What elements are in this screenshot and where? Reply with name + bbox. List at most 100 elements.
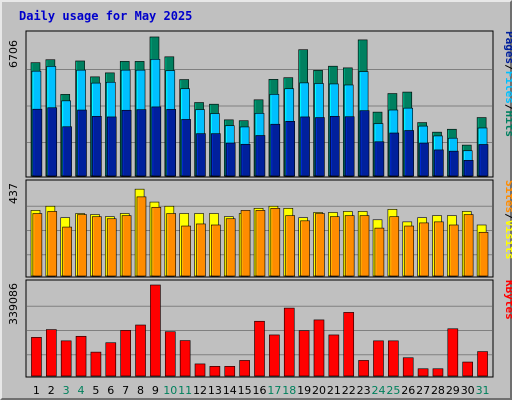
bar-pages-day-23	[359, 110, 370, 177]
bar-pages-day-19-fill	[300, 116, 310, 177]
bar-sites-day-2-fill	[47, 211, 58, 277]
bar-kbytes-day-24-fill	[373, 340, 384, 377]
bar-kbytes-day-13-fill	[209, 366, 221, 377]
bar-pages-day-1	[32, 108, 43, 177]
bar-sites-day-17-fill	[270, 208, 281, 277]
panel-top-series-labels: Pages/Files/Hits	[503, 31, 512, 137]
bar-pages-day-3	[62, 126, 72, 177]
day-label-29: 29	[446, 384, 460, 397]
bar-sites-day-10	[166, 213, 177, 277]
day-label-1: 1	[33, 384, 40, 397]
bar-kbytes-day-3	[60, 340, 72, 377]
bar-kbytes-day-31	[477, 351, 488, 377]
day-label-20: 20	[312, 384, 326, 397]
bar-pages-day-21-fill	[329, 115, 340, 177]
bar-kbytes-day-30	[462, 361, 473, 377]
bar-kbytes-day-31-fill	[477, 351, 488, 377]
bar-kbytes-day-6-fill	[105, 342, 117, 377]
bar-pages-day-15	[240, 143, 251, 177]
bar-pages-day-14-fill	[225, 142, 236, 177]
bar-kbytes-day-27	[417, 368, 429, 377]
bar-sites-day-27	[419, 222, 429, 277]
bar-pages-day-16-fill	[255, 135, 266, 177]
bar-kbytes-day-2-fill	[46, 329, 57, 377]
bar-kbytes-day-20-fill	[313, 319, 325, 377]
bar-sites-day-5	[92, 216, 102, 277]
day-label-22: 22	[342, 384, 356, 397]
bar-kbytes-day-9-fill	[150, 284, 161, 377]
day-label-7: 7	[122, 384, 129, 397]
bar-pages-day-10	[166, 109, 177, 177]
bar-pages-day-24-fill	[374, 141, 385, 177]
bar-kbytes-day-5	[90, 351, 102, 377]
day-label-6: 6	[107, 384, 114, 397]
day-label-27: 27	[416, 384, 430, 397]
bar-kbytes-day-19-fill	[298, 330, 310, 377]
bar-kbytes-day-4	[75, 335, 87, 377]
bar-sites-day-3-fill	[62, 226, 72, 277]
bar-sites-day-2	[47, 211, 58, 277]
bar-pages-day-9-fill	[151, 106, 162, 177]
panel-top-border	[25, 30, 494, 178]
bar-kbytes-day-16-fill	[254, 320, 265, 377]
bar-kbytes-day-10	[164, 331, 176, 377]
bar-kbytes-day-14-fill	[224, 366, 236, 377]
day-label-19: 19	[297, 384, 311, 397]
bar-sites-day-6-fill	[106, 218, 117, 277]
bar-kbytes-day-12	[194, 363, 206, 377]
bar-sites-day-11	[181, 225, 191, 277]
bar-kbytes-day-2	[46, 329, 57, 377]
bar-pages-day-5-fill	[92, 115, 102, 177]
bar-pages-day-11-fill	[181, 119, 191, 177]
bar-sites-day-31-fill	[478, 231, 489, 277]
bar-sites-day-18-fill	[285, 215, 295, 277]
day-label-18: 18	[282, 384, 296, 397]
bar-sites-day-14-fill	[225, 218, 236, 277]
bar-kbytes-day-19	[298, 330, 310, 377]
chart-title: Daily usage for May 2025	[19, 9, 192, 23]
bar-sites-day-26	[404, 225, 414, 277]
bar-kbytes-day-12-fill	[194, 363, 206, 377]
panel-middle-border	[25, 179, 494, 278]
bar-kbytes-day-29	[447, 328, 459, 377]
bar-sites-day-10-fill	[166, 213, 177, 277]
bar-pages-day-28	[434, 149, 444, 177]
bar-pages-day-8	[136, 109, 147, 177]
bar-kbytes-day-7-fill	[120, 330, 131, 377]
bar-sites-day-26-fill	[404, 225, 414, 277]
bar-sites-day-25	[389, 216, 400, 277]
panel-bottom-series-labels: KBytes	[503, 280, 512, 320]
day-label-11: 11	[178, 384, 192, 397]
bar-sites-day-23-fill	[359, 215, 370, 277]
bar-kbytes-day-22	[343, 312, 355, 377]
day-label-9: 9	[152, 384, 159, 397]
day-label-21: 21	[327, 384, 341, 397]
bar-sites-day-16	[255, 210, 266, 277]
bar-sites-day-13	[211, 224, 221, 277]
day-label-8: 8	[137, 384, 144, 397]
series-label-separator: /	[503, 213, 512, 220]
bar-kbytes-day-27-fill	[417, 368, 429, 377]
bar-sites-day-15	[240, 210, 251, 277]
panel-top: 6706 Pages/Files/Hits	[7, 30, 512, 178]
day-label-15: 15	[238, 384, 252, 397]
bar-pages-day-29-fill	[448, 150, 459, 177]
bar-sites-day-4	[77, 214, 87, 277]
bar-kbytes-day-22-fill	[343, 312, 355, 377]
day-label-13: 13	[208, 384, 222, 397]
bar-kbytes-day-6	[105, 342, 117, 377]
bar-pages-day-13	[211, 133, 221, 177]
bar-sites-day-29	[448, 224, 459, 277]
day-label-14: 14	[223, 384, 237, 397]
bar-kbytes-day-15-fill	[239, 360, 250, 377]
bar-pages-day-12	[196, 133, 206, 177]
panel-top-ymax-label: 6706	[7, 40, 20, 68]
bar-kbytes-day-30-fill	[462, 361, 473, 377]
bar-sites-day-20	[315, 213, 325, 277]
series-label-separator: /	[503, 64, 512, 71]
bar-pages-day-30-fill	[463, 160, 474, 177]
day-label-23: 23	[357, 384, 371, 397]
bar-kbytes-day-23-fill	[358, 360, 369, 377]
bar-pages-day-18	[285, 121, 295, 177]
bar-sites-day-15-fill	[240, 210, 251, 277]
